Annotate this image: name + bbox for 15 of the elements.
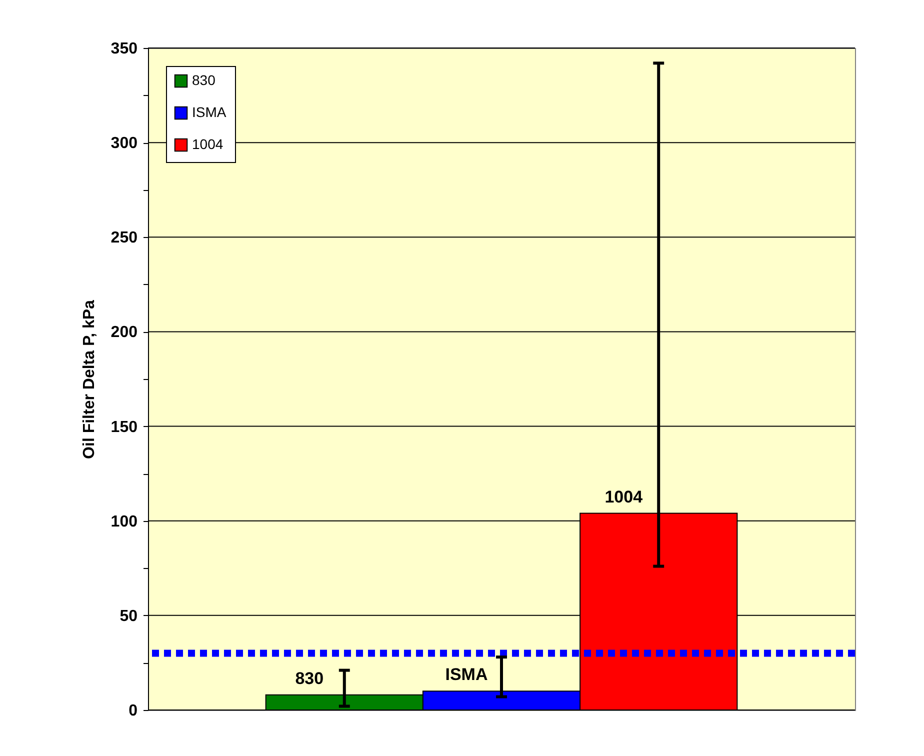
legend-label: 1004 [192,136,224,152]
text: 1004 [604,487,643,506]
y-tick-label: 300 [110,135,138,152]
y-tick-label: 100 [110,513,138,530]
legend-label: 830 [192,72,216,88]
y-tick-label: 350 [110,40,138,58]
y-axis-title: Oil Filter Delta P, kPa [80,300,98,459]
text: ISMA [445,665,488,684]
y-tick-label: 50 [120,608,138,625]
y-tick-label: 200 [110,324,138,342]
y-tick-label: 0 [128,702,138,720]
y-tick-label: 150 [110,418,138,436]
text: 830 [295,668,324,688]
legend-label: ISMA [192,104,227,120]
y-tick-label: 250 [110,230,138,247]
